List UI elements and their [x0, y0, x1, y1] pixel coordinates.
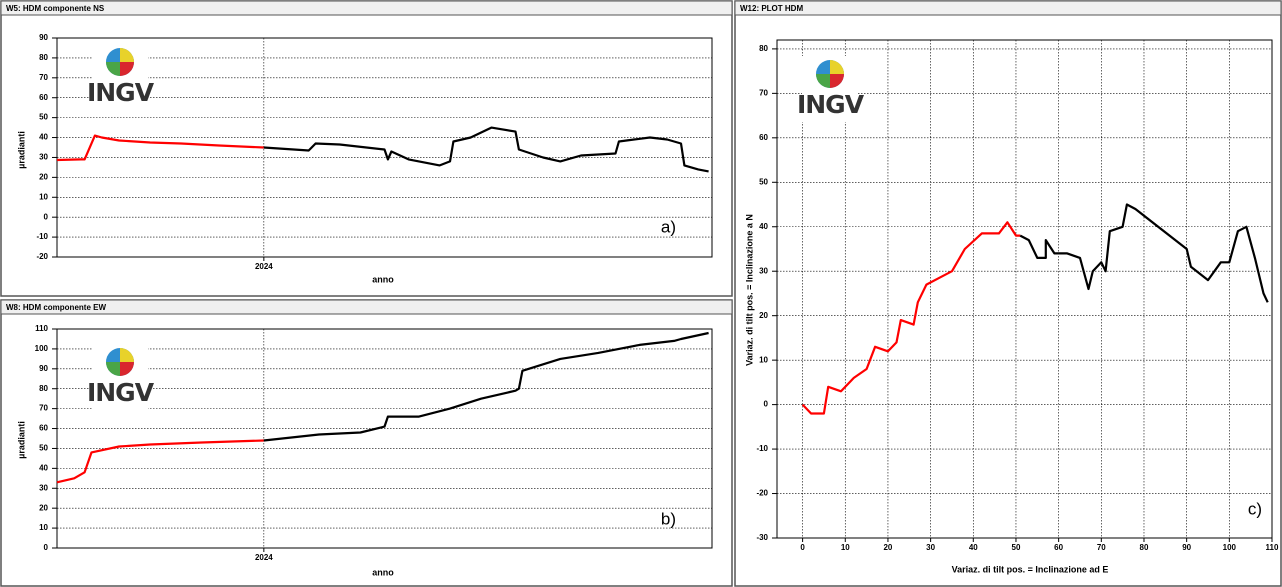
x-tick-label: 0 — [800, 543, 805, 552]
logo-globe — [830, 60, 844, 74]
panel-annotation: b) — [661, 509, 676, 528]
logo-globe — [120, 362, 134, 376]
x-tick-label: 90 — [1182, 543, 1191, 552]
panel-header — [0, 299, 733, 315]
y-tick-label: -20 — [36, 252, 48, 261]
x-tick-label: 80 — [1140, 543, 1149, 552]
logo-text: INGV — [87, 378, 155, 407]
x-tick-label: 2024 — [255, 553, 273, 562]
x-tick-label: 70 — [1097, 543, 1106, 552]
logo-globe — [106, 62, 120, 76]
plot-area — [776, 39, 1273, 539]
y-tick-label: 80 — [759, 44, 768, 53]
y-tick-label: 90 — [39, 364, 48, 373]
data-line — [263, 331, 709, 442]
y-tick-label: 90 — [39, 33, 48, 42]
panel-title: W8: HDM componente EW — [6, 303, 106, 312]
y-tick-label: -20 — [756, 489, 768, 498]
y-tick-label: 70 — [39, 73, 48, 82]
y-tick-label: 70 — [759, 88, 768, 97]
x-axis-label: anno — [372, 567, 394, 577]
y-axis-label: Variaz. di tilt pos. = Inclinazione a N — [744, 214, 754, 366]
x-tick-label: 60 — [1054, 543, 1063, 552]
panel-annotation: c) — [1248, 499, 1262, 518]
y-tick-label: 40 — [39, 463, 48, 472]
panel-header — [0, 0, 733, 16]
plot-area — [56, 37, 713, 258]
plot-area — [56, 328, 713, 549]
y-tick-label: 70 — [39, 404, 48, 413]
y-tick-label: 110 — [35, 324, 48, 333]
panel-title: W5: HDM componente NS — [6, 4, 105, 13]
y-axis-label: µradianti — [16, 131, 26, 169]
y-tick-label: 0 — [44, 212, 49, 221]
data-line — [56, 439, 264, 484]
y-tick-label: 40 — [759, 222, 768, 231]
y-tick-label: 30 — [39, 483, 48, 492]
y-tick-label: 30 — [39, 153, 48, 162]
x-tick-label: 2024 — [255, 262, 273, 271]
y-tick-label: 60 — [759, 133, 768, 142]
y-tick-label: 40 — [39, 133, 48, 142]
y-tick-label: 50 — [759, 177, 768, 186]
logo-globe — [830, 74, 844, 88]
y-tick-label: 0 — [764, 400, 769, 409]
y-tick-label: 20 — [39, 172, 48, 181]
x-tick-label: 40 — [969, 543, 978, 552]
x-tick-label: 30 — [926, 543, 935, 552]
y-tick-label: 20 — [759, 311, 768, 320]
y-tick-label: 30 — [759, 266, 768, 275]
y-tick-label: 0 — [44, 543, 49, 552]
x-tick-label: 50 — [1012, 543, 1021, 552]
logo-text: INGV — [87, 78, 155, 107]
y-tick-label: 60 — [39, 93, 48, 102]
panel-annotation: a) — [661, 217, 676, 236]
y-tick-label: 60 — [39, 424, 48, 433]
panel-header — [734, 0, 1282, 16]
y-tick-label: -10 — [756, 444, 768, 453]
data-line — [801, 221, 1021, 415]
x-tick-label: 110 — [1266, 543, 1279, 552]
data-line — [56, 134, 264, 162]
y-tick-label: 10 — [39, 523, 48, 532]
y-axis-label: µradianti — [16, 421, 26, 459]
data-line — [263, 126, 709, 173]
y-tick-label: 80 — [39, 384, 48, 393]
y-tick-label: 50 — [39, 444, 48, 453]
logo-globe — [120, 348, 134, 362]
x-tick-label: 100 — [1223, 543, 1237, 552]
panel-title: W12: PLOT HDM — [740, 4, 803, 13]
logo-globe — [106, 362, 120, 376]
y-tick-label: 10 — [759, 355, 768, 364]
logo-globe — [120, 48, 134, 62]
y-tick-label: 10 — [39, 192, 48, 201]
logo-globe — [120, 62, 134, 76]
y-tick-label: 20 — [39, 503, 48, 512]
x-tick-label: 20 — [883, 543, 892, 552]
x-axis-label: Variaz. di tilt pos. = Inclinazione ad E — [952, 564, 1109, 574]
y-tick-label: 100 — [35, 344, 49, 353]
logo-text: INGV — [797, 90, 865, 119]
x-tick-label: 10 — [841, 543, 850, 552]
y-tick-label: -30 — [756, 533, 768, 542]
data-line — [1019, 203, 1269, 303]
x-axis-label: anno — [372, 274, 394, 284]
y-tick-label: 50 — [39, 113, 48, 122]
y-tick-label: -10 — [36, 232, 48, 241]
y-tick-label: 80 — [39, 53, 48, 62]
logo-globe — [816, 74, 830, 88]
